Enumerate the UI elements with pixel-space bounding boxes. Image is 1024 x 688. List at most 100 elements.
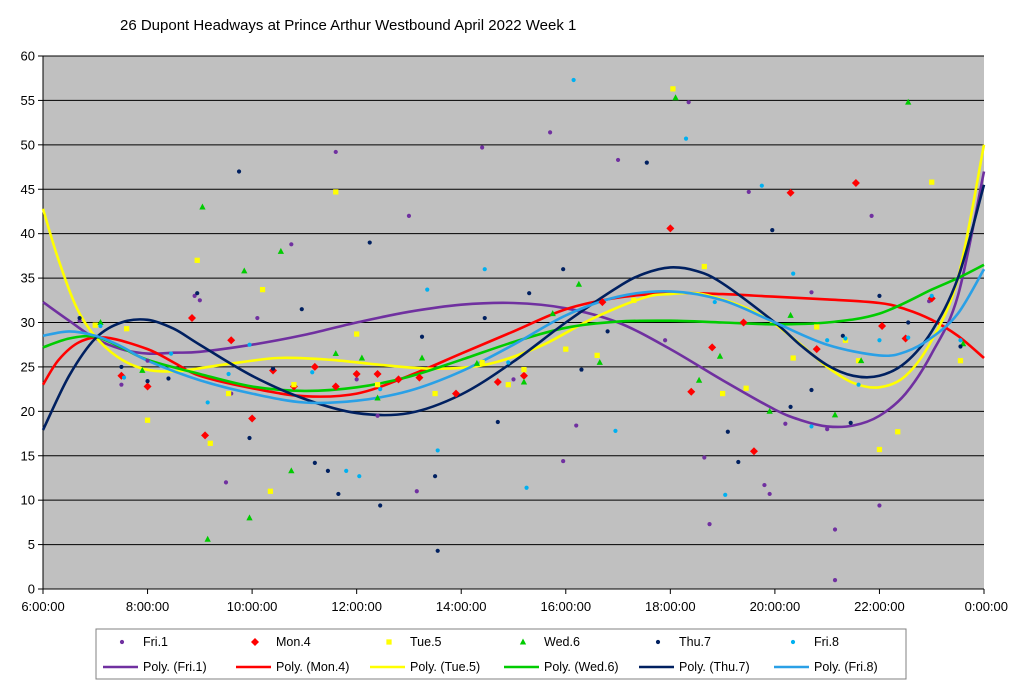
data-point-series-1: [561, 458, 566, 464]
data-point-series-5: [119, 364, 124, 370]
data-point-series-2: [310, 362, 319, 371]
data-point-series-2: [451, 389, 460, 398]
data-point-series-4: [520, 378, 528, 385]
data-point-series-6: [843, 336, 848, 341]
data-point-series-5: [736, 459, 741, 465]
legend: [95, 628, 907, 680]
y-tick-label: 15: [21, 448, 35, 463]
data-point-series-3: [124, 326, 130, 332]
legend-label-trend-1: Poly. (Fri.1): [143, 660, 207, 674]
legend-label-trend-5: Poly. (Thu.7): [679, 660, 750, 674]
data-point-series-6: [791, 271, 796, 276]
data-point-series-6: [205, 400, 210, 405]
data-point-series-2: [851, 179, 860, 188]
data-point-series-5: [325, 468, 331, 473]
tick-labels: 0 5 10 15 20 25 30 35 40 45 50 55 60 6:00:00 8:00:00 10…: [21, 49, 1008, 615]
data-point-series-4: [204, 535, 211, 542]
data-point-series-4: [246, 514, 253, 521]
data-point-series-5: [432, 474, 438, 479]
y-tick-label: 50: [21, 137, 35, 152]
data-point-series-1: [783, 421, 788, 426]
chart-title: 26 Dupont Headways at Prince Arthur West…: [120, 17, 576, 34]
data-point-series-2: [598, 298, 607, 307]
data-point-series-2: [187, 314, 196, 323]
data-point-series-1: [825, 427, 830, 432]
data-point-series-5: [482, 315, 487, 321]
data-point-series-5: [605, 329, 610, 334]
data-point-series-2: [227, 336, 236, 345]
data-point-series-6: [247, 342, 252, 347]
x-tick-label: 14:00:00: [436, 599, 487, 614]
data-point-series-3: [144, 417, 151, 423]
data-point-series-3: [929, 179, 935, 185]
data-point-series-1: [869, 213, 874, 218]
data-point-series-3: [814, 324, 820, 330]
data-point-series-3: [267, 488, 274, 494]
data-point-series-5: [195, 291, 200, 296]
data-point-series-3: [594, 352, 600, 358]
legend-label-trend-3: Poly. (Tue.5): [410, 660, 480, 674]
data-point-series-2: [708, 343, 717, 352]
gridlines: [43, 55, 984, 546]
data-point-series-2: [373, 370, 382, 379]
data-point-series-6: [344, 468, 349, 473]
data-point-series-4: [672, 94, 679, 101]
x-tick-label: 16:00:00: [540, 599, 591, 614]
data-point-series-3: [374, 382, 381, 388]
data-point-series-5: [336, 491, 341, 497]
data-point-series-4: [358, 354, 366, 361]
data-point-series-3: [670, 86, 676, 92]
data-point-series-6: [683, 136, 689, 141]
data-point-series-1: [877, 503, 882, 508]
data-point-series-6: [723, 492, 728, 497]
data-point-series-6: [571, 77, 576, 83]
data-point-series-2: [143, 382, 152, 391]
data-point-series-5: [435, 548, 440, 553]
data-point-series-3: [790, 355, 796, 361]
data-point-series-5: [906, 320, 911, 325]
data-point-series-1: [192, 293, 197, 298]
trendline-5: [41, 184, 986, 431]
data-point-series-4: [139, 366, 146, 373]
x-tick-label: 18:00:00: [645, 599, 696, 614]
data-point-series-5: [840, 333, 845, 338]
y-tick-label: 40: [21, 226, 35, 241]
data-point-series-1: [762, 482, 767, 488]
x-tick-label: 0:00:00: [965, 599, 1008, 614]
data-point-series-6: [121, 375, 127, 380]
data-point-series-5: [270, 366, 276, 371]
legend-marker-4: [519, 638, 527, 645]
data-point-series-3: [701, 263, 707, 270]
data-point-series-6: [877, 338, 882, 343]
y-tick-label: 10: [21, 493, 35, 508]
data-point-series-1: [480, 145, 485, 150]
trendline-6: [42, 268, 986, 405]
data-point-series-6: [378, 387, 383, 392]
y-tick-label: 45: [21, 182, 35, 197]
data-point-series-1: [702, 455, 707, 460]
trendline-1: [42, 171, 986, 429]
data-point-series-5: [77, 315, 82, 321]
data-point-series-3: [631, 297, 637, 303]
data-point-series-6: [712, 299, 717, 305]
data-point-series-1: [686, 100, 691, 105]
data-point-series-5: [378, 503, 383, 508]
data-point-series-5: [725, 429, 730, 434]
data-point-series-2: [812, 345, 821, 354]
data-point-series-3: [895, 429, 901, 435]
data-point-series-4: [374, 394, 381, 401]
data-point-series-6: [929, 293, 934, 298]
data-point-series-3: [432, 390, 438, 397]
data-point-series-2: [394, 375, 403, 384]
data-point-series-4: [716, 352, 724, 359]
data-point-series-4: [596, 358, 603, 365]
data-point-series-2: [519, 371, 528, 380]
data-point-series-5: [247, 435, 252, 441]
x-tick-label: 10:00:00: [227, 599, 278, 614]
data-point-series-6: [482, 267, 487, 272]
legend-marker-3: [386, 639, 392, 645]
data-point-series-1: [663, 338, 668, 343]
data-point-series-5: [877, 293, 882, 298]
data-point-series-6: [906, 335, 911, 340]
